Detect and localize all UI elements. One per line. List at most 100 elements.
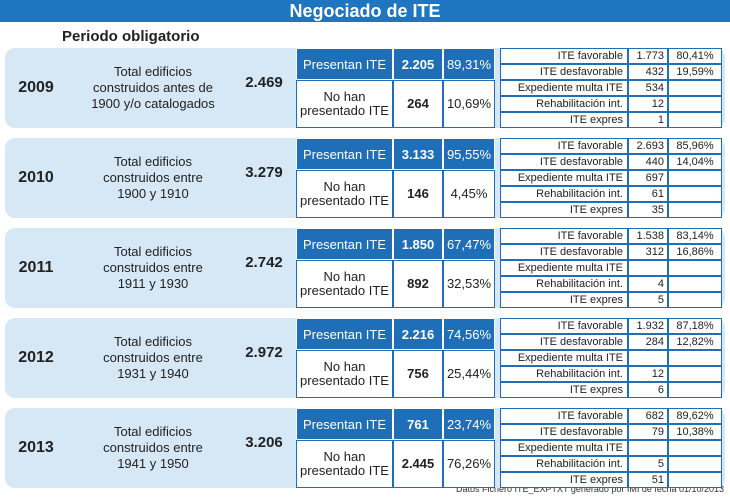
detail-count: 6 — [628, 382, 668, 398]
status-percent: 74,56% — [443, 318, 495, 350]
detail-label: ITE favorable — [500, 408, 628, 424]
status-count: 892 — [393, 260, 443, 308]
status-count: 264 — [393, 80, 443, 128]
detail-count — [628, 260, 668, 276]
detail-count: 12 — [628, 96, 668, 112]
detail-label: ITE favorable — [500, 318, 628, 334]
detail-percent — [668, 276, 722, 292]
total: 3.279 — [245, 163, 283, 181]
description: Total edificios construidos entre 1931 y 1… — [68, 318, 238, 398]
detail-count: 5 — [628, 456, 668, 472]
detail-count: 312 — [628, 244, 668, 260]
detail-label: ITE favorable — [500, 48, 628, 64]
detail-count: 35 — [628, 202, 668, 218]
description-line: Total edificios — [113, 424, 193, 439]
detail-percent — [668, 260, 722, 276]
detail-count: 1.538 — [628, 228, 668, 244]
year: 2010 — [18, 169, 54, 186]
detail-percent — [668, 202, 722, 218]
year: 2013 — [18, 439, 54, 456]
detail-percent — [668, 96, 722, 112]
status-percent: 76,26% — [443, 440, 495, 488]
detail-percent: 12,82% — [668, 334, 722, 350]
detail-percent — [668, 472, 722, 488]
detail-percent — [668, 112, 722, 128]
detail-count: 432 — [628, 64, 668, 80]
status-label: No han presentado ITE — [296, 440, 393, 488]
status-percent: 32,53% — [443, 260, 495, 308]
detail-percent — [668, 366, 722, 382]
status-label: No han presentado ITE — [296, 80, 393, 128]
status-percent: 67,47% — [443, 228, 495, 260]
description: Total edificios construidos entre 1911 y 1… — [68, 228, 238, 308]
description-line: construidos entre — [103, 260, 203, 275]
detail-count: 12 — [628, 366, 668, 382]
description-line: Total edificios — [113, 334, 193, 349]
detail-percent — [668, 456, 722, 472]
footer: Datos Fichero ITE_EXPTXT generado por IM… — [456, 484, 724, 494]
status-label: No han presentado ITE — [296, 260, 393, 308]
detail-label: Expediente multa ITE — [500, 80, 628, 96]
detail-count: 5 — [628, 292, 668, 308]
detail-percent: 16,86% — [668, 244, 722, 260]
status-count: 2.445 — [393, 440, 443, 488]
description-line: 1941 y 1950 — [117, 456, 189, 471]
detail-label: Rehabilitación int. — [500, 366, 628, 382]
detail-label: Expediente multa ITE — [500, 440, 628, 456]
description-line: Total edificios — [113, 64, 193, 79]
detail-percent — [668, 170, 722, 186]
detail-label: Rehabilitación int. — [500, 96, 628, 112]
detail-percent — [668, 350, 722, 366]
status-count: 761 — [393, 408, 443, 440]
detail-count: 2.693 — [628, 138, 668, 154]
detail-count: 1.773 — [628, 48, 668, 64]
detail-percent — [668, 440, 722, 456]
detail-count: 4 — [628, 276, 668, 292]
detail-label: Rehabilitación int. — [500, 456, 628, 472]
detail-percent — [668, 80, 722, 96]
status-count: 3.133 — [393, 138, 443, 170]
detail-percent: 10,38% — [668, 424, 722, 440]
detail-percent: 14,04% — [668, 154, 722, 170]
detail-percent: 89,62% — [668, 408, 722, 424]
status-count: 146 — [393, 170, 443, 218]
total: 2.469 — [245, 73, 283, 91]
description-line: Total edificios — [113, 244, 193, 259]
total: 3.206 — [245, 433, 283, 451]
detail-label: ITE desfavorable — [500, 64, 628, 80]
detail-count: 440 — [628, 154, 668, 170]
description-line: Total edificios — [113, 154, 193, 169]
year: 2012 — [18, 349, 54, 366]
detail-label: ITE expres — [500, 202, 628, 218]
detail-label: Rehabilitación int. — [500, 276, 628, 292]
detail-count — [628, 440, 668, 456]
status-label: Presentan ITE — [296, 48, 393, 80]
description: Total edificios construidos entre 1941 y 1… — [68, 408, 238, 488]
title: Negociado de ITE — [0, 0, 730, 22]
detail-label: ITE desfavorable — [500, 334, 628, 350]
status-count: 756 — [393, 350, 443, 398]
status-percent: 23,74% — [443, 408, 495, 440]
description-line: construidos entre — [103, 170, 203, 185]
subtitle: Periodo obligatorio — [62, 28, 200, 45]
detail-percent: 85,96% — [668, 138, 722, 154]
status-count: 1.850 — [393, 228, 443, 260]
detail-label: Expediente multa ITE — [500, 260, 628, 276]
status-label: No han presentado ITE — [296, 350, 393, 398]
total: 2.972 — [245, 343, 283, 361]
detail-label: ITE expres — [500, 112, 628, 128]
status-percent: 4,45% — [443, 170, 495, 218]
detail-label: ITE expres — [500, 382, 628, 398]
detail-percent — [668, 292, 722, 308]
detail-label: Expediente multa ITE — [500, 350, 628, 366]
status-percent: 95,55% — [443, 138, 495, 170]
detail-label: ITE favorable — [500, 138, 628, 154]
description-line: construidos entre — [103, 350, 203, 365]
detail-label: ITE favorable — [500, 228, 628, 244]
description-line: 1900 y/o catalogados — [91, 96, 215, 111]
total: 2.742 — [245, 253, 283, 271]
description: Total edificios construidos antes de 1900 … — [68, 48, 238, 128]
detail-percent — [668, 186, 722, 202]
status-label: Presentan ITE — [296, 138, 393, 170]
detail-percent — [668, 382, 722, 398]
